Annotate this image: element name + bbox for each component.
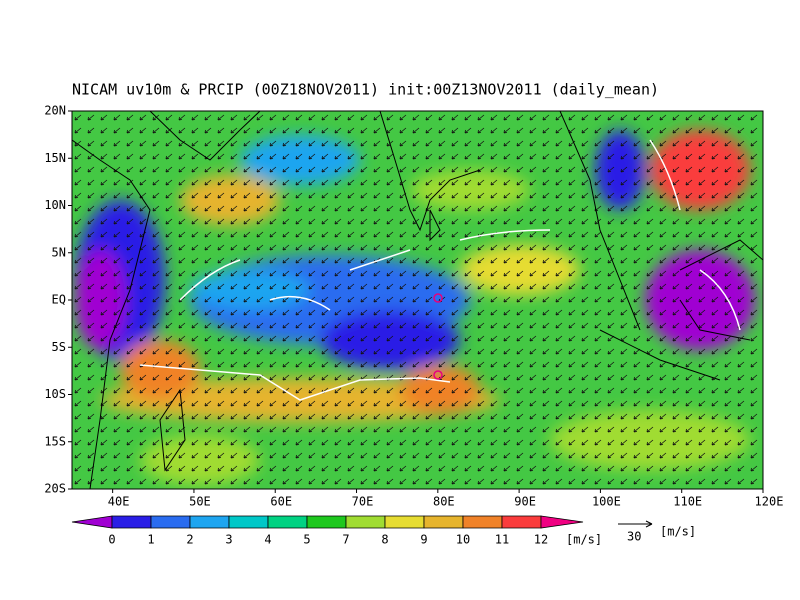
title: NICAM uv10m & PRCIP (00Z18NOV2011) init:…	[72, 81, 659, 99]
lat-tick-label: 5N	[52, 245, 66, 259]
lat-tick-label: EQ	[52, 293, 66, 307]
colorbar-label: 7	[342, 533, 349, 547]
lat-tick-label: 15N	[44, 151, 66, 165]
lon-tick-label: 110E	[673, 495, 702, 509]
lon-tick-label: 90E	[514, 495, 536, 509]
colorbar-segment	[189, 515, 230, 529]
colorbar-label: 1	[147, 533, 154, 547]
lat-tick-label: 20S	[44, 482, 66, 496]
colorbar-segment	[384, 515, 425, 529]
lon-tick-label: 120E	[755, 495, 784, 509]
colorbar-label: 2	[186, 533, 193, 547]
map-field	[72, 111, 763, 489]
lon-tick-label: 60E	[270, 495, 292, 509]
colorbar-segment	[150, 515, 191, 529]
lon-tick-label: 80E	[433, 495, 455, 509]
colorbar-label: 10	[456, 533, 470, 547]
colorbar-segment	[423, 515, 464, 529]
colorbar-segment	[267, 515, 308, 529]
lon-tick-label: 100E	[592, 495, 621, 509]
lat-tick-label: 10S	[44, 387, 66, 401]
colorbar-segment	[540, 515, 584, 529]
lat-tick-label: 15S	[44, 434, 66, 448]
colorbar-label: 3	[225, 533, 232, 547]
colorbar-label: 12	[534, 533, 548, 547]
colorbar-unit: [m/s]	[566, 533, 602, 547]
lat-tick-label: 5S	[52, 340, 66, 354]
colorbar-segment	[306, 515, 347, 529]
colorbar-segment	[462, 515, 503, 529]
colorbar-segment	[345, 515, 386, 529]
colorbar-segment	[71, 515, 113, 529]
lon-tick-label: 50E	[189, 495, 211, 509]
reference-arrow-head	[645, 520, 653, 528]
colorbar-label: 8	[381, 533, 388, 547]
reference-value: 30	[627, 530, 641, 544]
colorbar-label: 9	[420, 533, 427, 547]
colorbar-segment	[228, 515, 269, 529]
colorbar-label: 0	[108, 533, 115, 547]
colorbar-segment	[111, 515, 152, 529]
colorbar-label: 5	[303, 533, 310, 547]
lon-tick-label: 70E	[352, 495, 374, 509]
lat-tick-label: 10N	[44, 198, 66, 212]
colorbar-label: 4	[264, 533, 271, 547]
lon-tick-label: 40E	[108, 495, 130, 509]
lat-tick-label: 20N	[44, 104, 66, 118]
colorbar-segment	[501, 515, 542, 529]
reference-unit: [m/s]	[660, 525, 696, 539]
colorbar-label: 11	[495, 533, 509, 547]
